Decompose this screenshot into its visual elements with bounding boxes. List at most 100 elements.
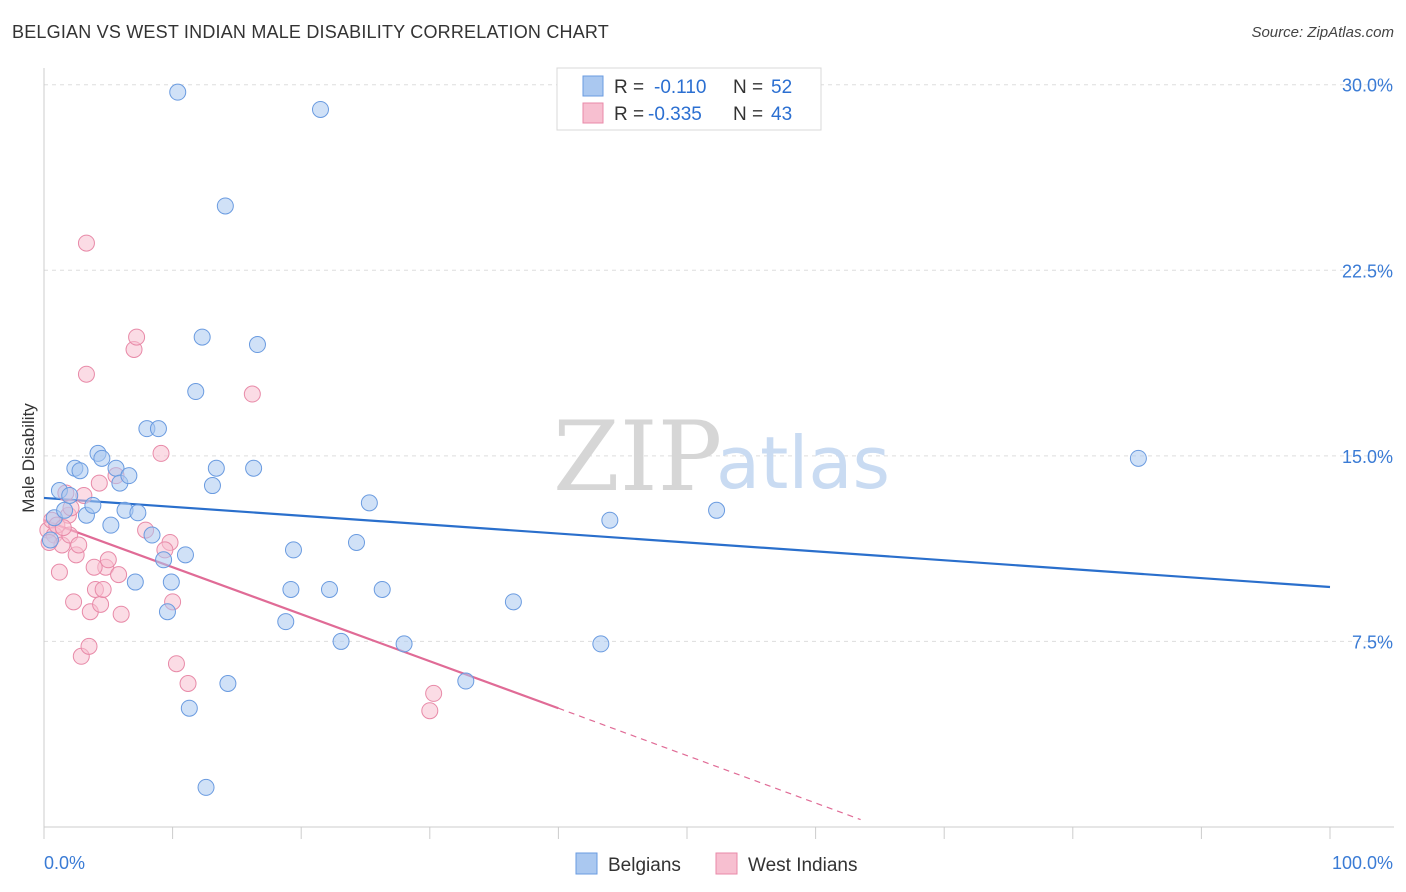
bottom-legend-swatch-belgians xyxy=(575,852,598,875)
legend-n-value-belgians: 52 xyxy=(771,77,792,98)
belgian-point-25 xyxy=(176,546,194,564)
belgian-point-32 xyxy=(216,197,234,215)
belgian-point-40 xyxy=(320,580,338,598)
west-indian-point-41 xyxy=(85,558,103,576)
belgian-point-38 xyxy=(284,541,302,559)
y-tick-label-1: 15.0% xyxy=(1342,447,1393,467)
trend-line-west-indians-extension xyxy=(558,707,861,821)
west-indian-point-28 xyxy=(128,328,146,346)
west-indian-point-19 xyxy=(90,474,108,492)
west-indian-point-26 xyxy=(112,605,130,623)
belgian-point-47 xyxy=(504,593,522,611)
west-indian-point-30 xyxy=(152,444,170,462)
legend-n-value-west-indians: 43 xyxy=(771,104,792,125)
y-tick-labels: 7.5% 15.0% 22.5% 30.0% xyxy=(1342,76,1393,653)
belgian-point-15 xyxy=(120,467,138,485)
belgian-point-11 xyxy=(102,516,120,534)
belgian-point-41 xyxy=(332,632,350,650)
correlation-legend: R = -0.110 N = 52 R = -0.335 N = 43 xyxy=(556,67,822,131)
belgian-point-50 xyxy=(708,501,726,519)
y-tick-label-2: 22.5% xyxy=(1342,261,1393,281)
svg-text:Male Disability: Male Disability xyxy=(19,403,38,513)
belgian-point-29 xyxy=(197,778,215,796)
west-indians-points xyxy=(39,234,443,720)
belgian-point-45 xyxy=(395,635,413,653)
axes xyxy=(43,68,1394,839)
belgian-point-23 xyxy=(162,573,180,591)
watermark-zip: ZIP xyxy=(553,401,722,513)
belgian-point-31 xyxy=(207,459,225,477)
west-indian-point-16 xyxy=(77,234,95,252)
west-indian-point-15 xyxy=(80,637,98,655)
trend-lines xyxy=(43,496,1331,821)
belgian-point-33 xyxy=(219,674,237,692)
west-indian-point-20 xyxy=(92,595,110,613)
belgian-point-6 xyxy=(71,462,89,480)
legend-r-label-west-indians: R = xyxy=(614,104,644,125)
belgian-point-8 xyxy=(84,496,102,514)
belgian-point-19 xyxy=(143,526,161,544)
legend-n-label-west-indians: N = xyxy=(733,104,763,125)
west-indian-point-11 xyxy=(70,536,88,554)
west-indian-point-35 xyxy=(243,385,261,403)
west-indian-point-33 xyxy=(167,655,185,673)
belgian-point-26 xyxy=(180,699,198,717)
belgian-point-4 xyxy=(61,486,79,504)
west-indian-point-4 xyxy=(50,563,68,581)
belgian-point-30 xyxy=(203,477,221,495)
y-tick-label-3: 30.0% xyxy=(1342,76,1393,96)
belgian-point-44 xyxy=(373,580,391,598)
belgian-point-22 xyxy=(158,603,176,621)
series-legend: Belgians West Indians xyxy=(575,852,857,876)
legend-r-label-belgians: R = xyxy=(614,77,644,98)
x-tick-label-max: 100.0% xyxy=(1332,853,1393,873)
belgian-point-37 xyxy=(282,580,300,598)
belgian-point-24 xyxy=(169,83,187,101)
legend-swatch-west-indians xyxy=(582,102,604,124)
west-indian-point-14 xyxy=(77,365,95,383)
belgians-points xyxy=(41,83,1147,796)
belgian-point-0 xyxy=(41,531,59,549)
y-axis-label: Male Disability xyxy=(19,403,38,513)
belgian-point-51 xyxy=(1129,449,1147,467)
west-indian-point-37 xyxy=(425,684,443,702)
x-tick-label-min: 0.0% xyxy=(44,853,85,873)
belgian-point-17 xyxy=(126,573,144,591)
bottom-legend-label-belgians: Belgians xyxy=(608,855,681,876)
belgian-point-20 xyxy=(149,420,167,438)
west-indian-point-21 xyxy=(94,580,112,598)
belgian-point-46 xyxy=(457,672,475,690)
belgian-point-35 xyxy=(248,336,266,354)
legend-r-value-west-indians: -0.335 xyxy=(648,104,702,125)
belgian-point-21 xyxy=(155,551,173,569)
belgian-point-43 xyxy=(360,494,378,512)
belgian-point-39 xyxy=(311,100,329,118)
watermark-atlas: atlas xyxy=(716,421,890,505)
belgian-point-16 xyxy=(129,504,147,522)
west-indian-point-9 xyxy=(65,593,83,611)
bottom-legend-swatch-west-indians xyxy=(715,852,738,875)
belgian-point-36 xyxy=(277,613,295,631)
bottom-legend-label-west-indians: West Indians xyxy=(748,855,857,876)
legend-n-label-belgians: N = xyxy=(733,77,763,98)
chart-title: BELGIAN VS WEST INDIAN MALE DISABILITY C… xyxy=(12,22,609,42)
belgian-point-42 xyxy=(347,533,365,551)
belgian-point-34 xyxy=(245,459,263,477)
belgian-point-49 xyxy=(601,511,619,529)
belgian-point-27 xyxy=(187,383,205,401)
belgian-point-10 xyxy=(93,449,111,467)
west-indian-point-25 xyxy=(110,566,128,584)
trend-line-belgians xyxy=(43,496,1331,589)
legend-r-value-belgians: -0.110 xyxy=(654,77,706,98)
legend-swatch-belgians xyxy=(582,75,604,97)
gridlines xyxy=(44,84,1394,642)
west-indian-point-23 xyxy=(99,551,117,569)
west-indian-point-36 xyxy=(421,702,439,720)
belgian-point-3 xyxy=(56,501,74,519)
belgian-point-48 xyxy=(592,635,610,653)
y-tick-label-0: 7.5% xyxy=(1352,632,1393,652)
belgian-point-28 xyxy=(193,328,211,346)
west-indian-point-34 xyxy=(179,674,197,692)
chart-source: Source: ZipAtlas.com xyxy=(1251,24,1394,41)
